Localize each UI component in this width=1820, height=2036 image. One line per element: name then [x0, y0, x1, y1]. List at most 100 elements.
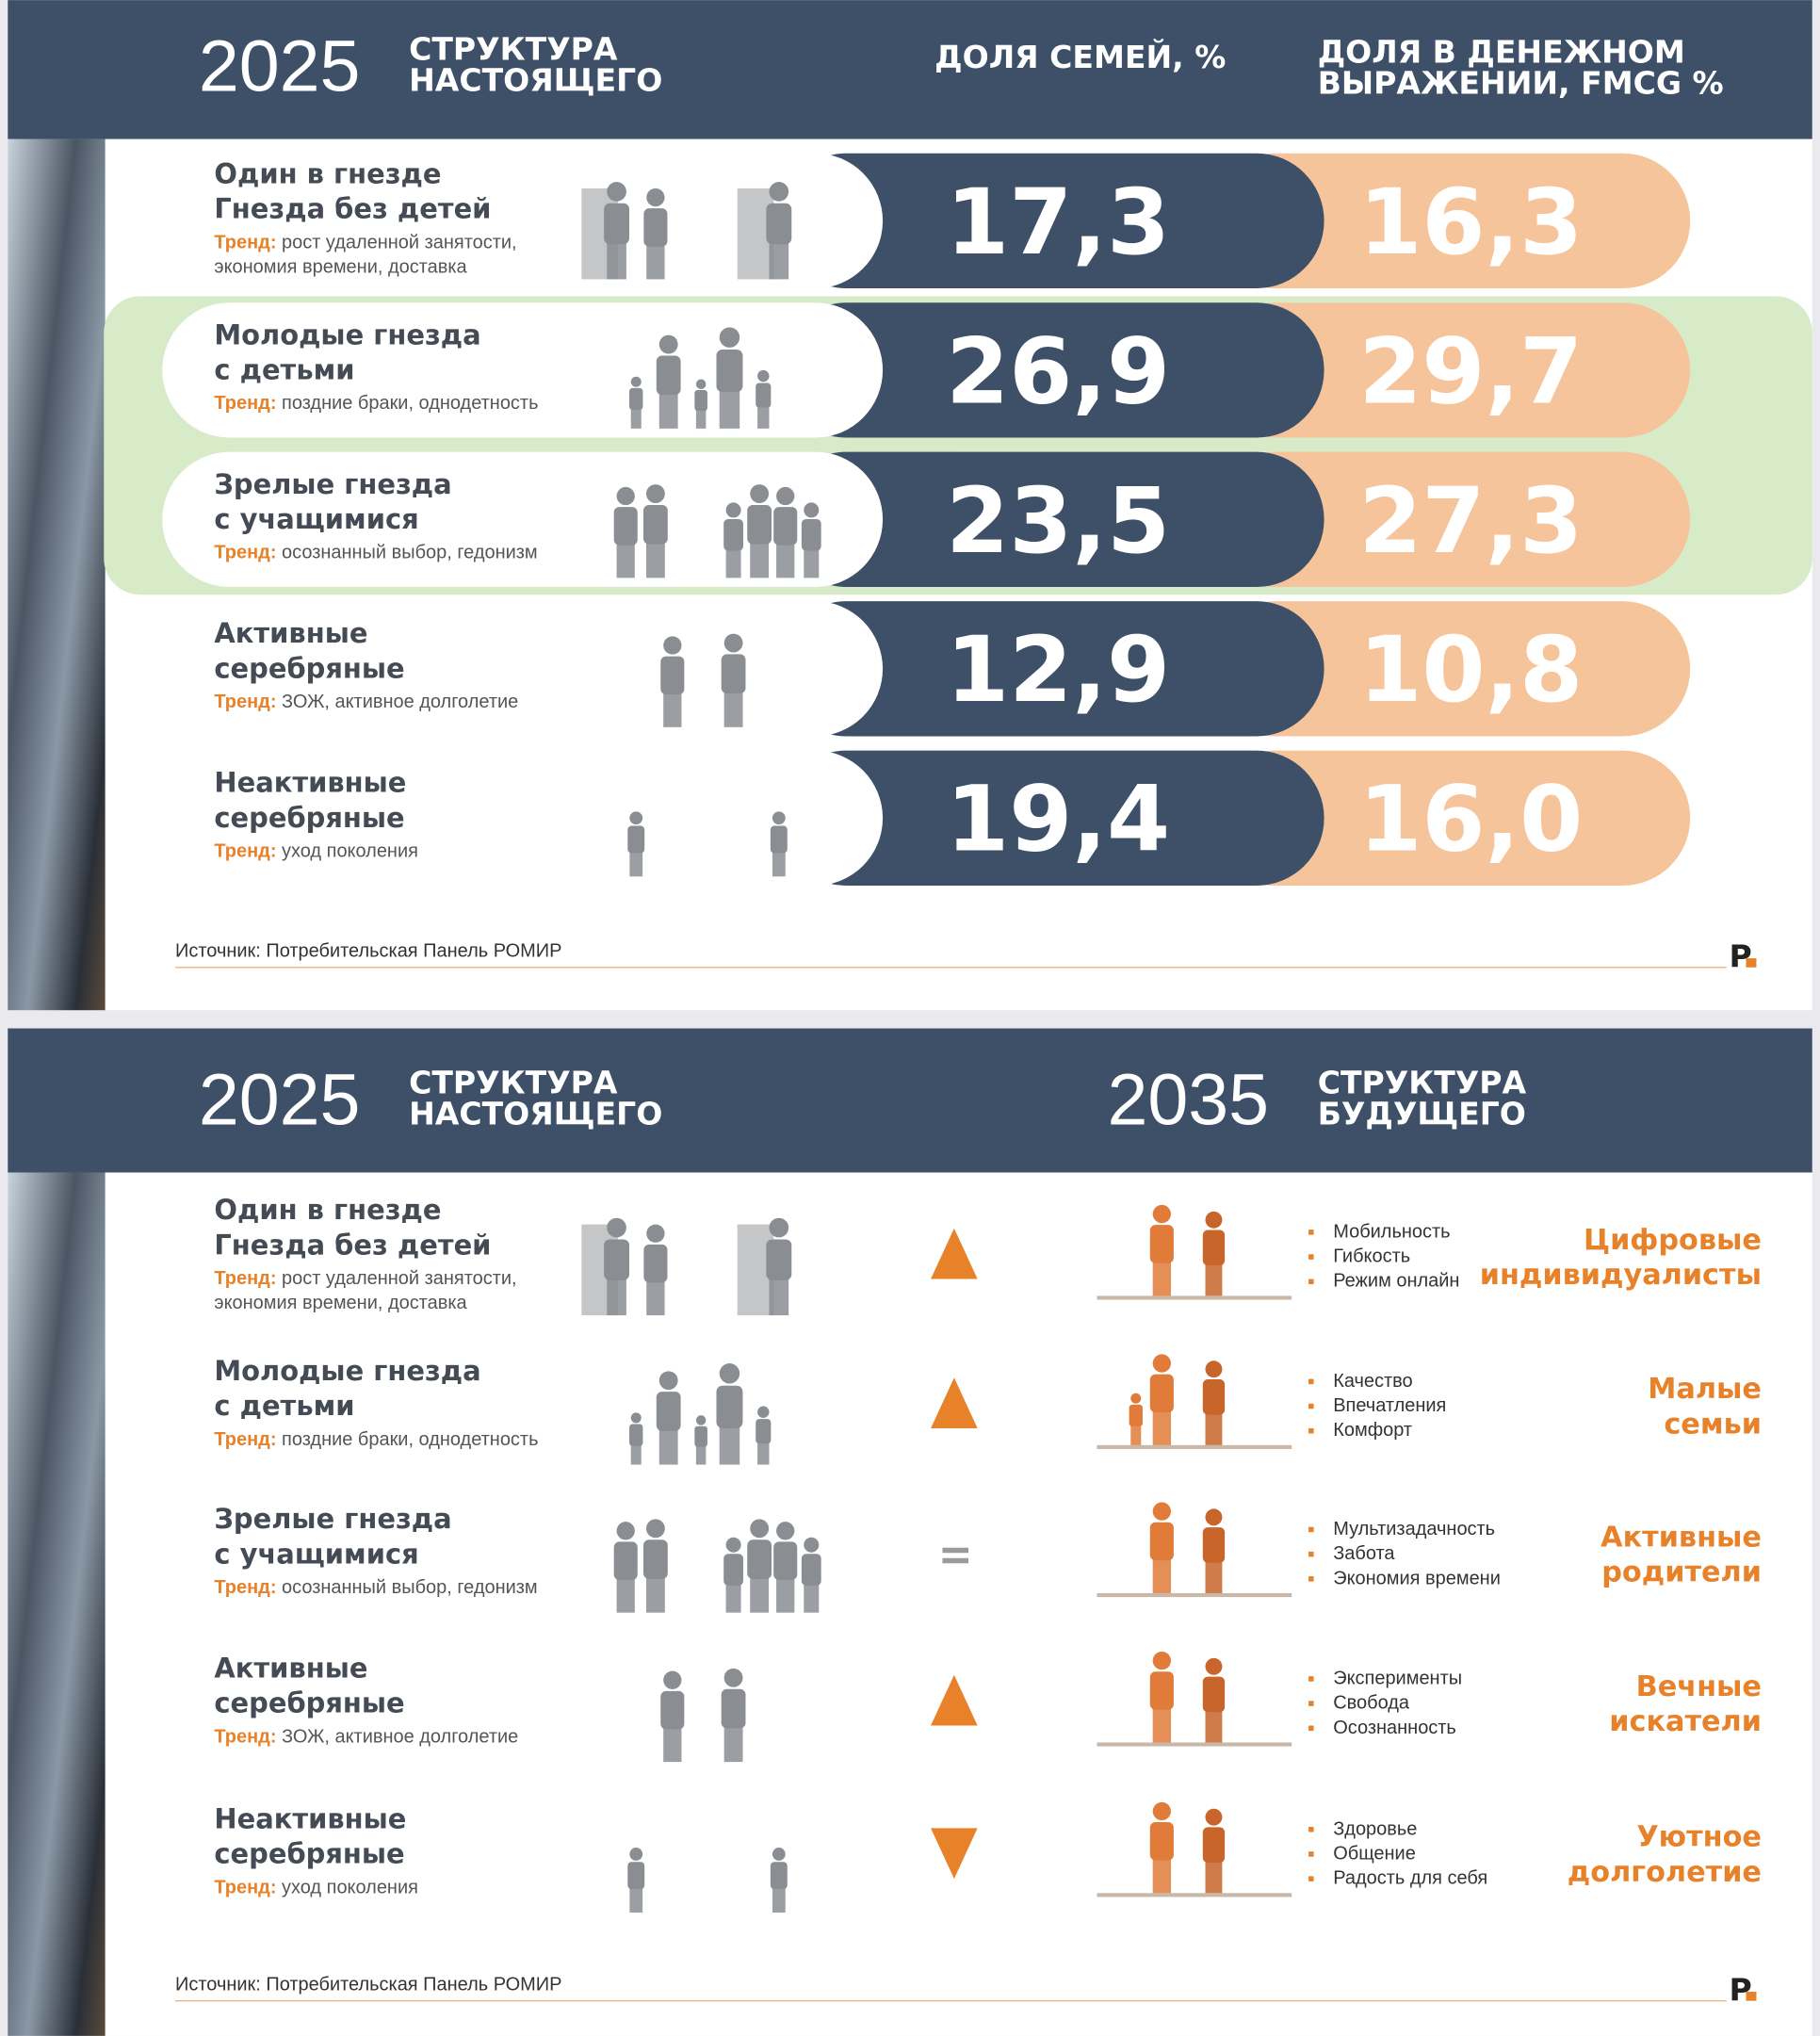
- trend-label: Тренд:: [214, 692, 276, 712]
- figure-legs: [750, 540, 770, 578]
- figure-legs: [695, 1444, 707, 1465]
- bullet-dot: [1308, 1725, 1314, 1732]
- figure-body: [1149, 1822, 1174, 1861]
- figure-legs: [750, 1574, 770, 1613]
- segment-trend: Тренд: уход поколения: [214, 1877, 418, 1898]
- logo: P: [1730, 938, 1752, 975]
- future-segment: Уютное: [1636, 1821, 1762, 1854]
- trend-text: поздние браки, однодетность: [282, 393, 538, 414]
- families-share: 12,9: [946, 616, 1170, 723]
- money-pill: [1207, 153, 1691, 289]
- future-segment: искатели: [1609, 1705, 1762, 1738]
- figure-head: [772, 1848, 786, 1861]
- feature: Экономия времени: [1333, 1568, 1501, 1588]
- figure-icon: [756, 1406, 772, 1465]
- segment-name: Гнезда без детей: [214, 193, 491, 225]
- figure-body: [643, 208, 668, 247]
- figure-body: [1149, 1225, 1174, 1263]
- logo-accent: [1746, 958, 1757, 968]
- segment-trend: экономия времени, доставка: [214, 257, 467, 278]
- figure-head: [645, 484, 665, 503]
- bullet-dot: [1308, 1230, 1314, 1235]
- trend-text: ЗОЖ, активное долголетие: [282, 692, 518, 712]
- segment-name: серебряные: [214, 1687, 404, 1719]
- figure-head: [630, 1412, 642, 1424]
- figure-legs: [725, 1582, 741, 1613]
- column-header: ДОЛЯ В ДЕНЕЖНОМ: [1318, 33, 1685, 70]
- figure-head: [695, 1415, 707, 1425]
- figure-body: [656, 355, 681, 396]
- feature: Мультизадачность: [1333, 1519, 1495, 1539]
- segment-trend: Тренд: осознанный выбор, гедонизм: [214, 543, 537, 563]
- logo: P: [1730, 1972, 1752, 2009]
- figure-legs: [646, 1279, 665, 1316]
- figure-legs: [629, 1886, 643, 1913]
- figure-head: [719, 1363, 740, 1384]
- families-pill: [778, 601, 1324, 737]
- figure-body: [723, 1554, 743, 1586]
- figure-icon: [716, 327, 743, 429]
- figure-head: [1205, 1657, 1223, 1675]
- figure-body: [773, 1541, 798, 1580]
- figure-body: [1202, 1527, 1226, 1563]
- bullet-dot: [1308, 1676, 1314, 1682]
- figure-body: [756, 383, 772, 408]
- header-title: СТРУКТУРА: [409, 1064, 618, 1100]
- figure-legs: [1205, 1262, 1223, 1296]
- figure-head: [719, 327, 740, 348]
- figure-legs: [757, 1441, 770, 1465]
- bullet-dot: [1308, 1551, 1314, 1557]
- feature: Эксперименты: [1333, 1668, 1462, 1688]
- figure-icon: [643, 1224, 668, 1316]
- figure-icon: [1202, 1657, 1226, 1743]
- figure-body: [770, 825, 788, 854]
- families-pill: [778, 302, 1324, 438]
- figure-head: [658, 334, 678, 354]
- figure-body: [643, 1244, 668, 1283]
- families-share: 19,4: [946, 766, 1170, 872]
- bullet-dot: [1308, 1576, 1314, 1582]
- figure-head: [769, 182, 789, 202]
- figure-body: [604, 203, 630, 245]
- figure-body: [627, 825, 645, 854]
- column-header: ВЫРАЖЕНИИ, FMCG %: [1318, 64, 1724, 101]
- trend-arrow: [931, 1377, 978, 1428]
- segment-trend: Тренд: рост удаленной занятости,: [214, 232, 516, 252]
- figure-icon: [766, 1217, 792, 1316]
- figure-body: [756, 1419, 772, 1444]
- segment-name: Гнезда без детей: [214, 1229, 491, 1261]
- segment-trend: Тренд: рост удаленной занятости,: [214, 1268, 516, 1289]
- header-year: 2025: [199, 26, 361, 107]
- figure-icon: [694, 379, 707, 429]
- figure-body: [656, 1392, 681, 1431]
- figure-icon: [773, 486, 798, 578]
- money-share: 29,7: [1358, 318, 1583, 424]
- figure-legs: [725, 547, 741, 578]
- figure-legs: [719, 1424, 740, 1465]
- segment-trend: Тренд: поздние браки, однодетность: [214, 393, 538, 414]
- figure-body: [660, 656, 685, 695]
- figure-legs: [658, 391, 678, 429]
- trend-label: Тренд:: [214, 1877, 276, 1898]
- figure-legs: [630, 407, 642, 429]
- figure-body: [766, 203, 792, 245]
- figure-icon: [643, 484, 668, 578]
- trend-arrow: [931, 1674, 978, 1726]
- money-pill: [1207, 601, 1691, 737]
- figure-legs: [719, 387, 740, 429]
- decor-strip: [8, 1172, 106, 2036]
- segment-pill: [162, 750, 884, 886]
- figure-head: [646, 187, 665, 207]
- figure-icon: [1202, 1360, 1226, 1445]
- figure-body: [801, 519, 821, 551]
- trend-text: рост удаленной занятости,: [282, 1268, 517, 1289]
- bullet-dot: [1308, 1254, 1314, 1260]
- figure-icon: [721, 633, 746, 727]
- figure-head: [1205, 1211, 1223, 1229]
- bullet-dot: [1308, 1378, 1314, 1385]
- figure-body: [747, 504, 772, 545]
- feature: Радость для себя: [1333, 1868, 1487, 1889]
- segment-name: с детьми: [214, 354, 354, 386]
- families-share: 17,3: [946, 169, 1170, 275]
- figure-icon: [629, 1412, 643, 1465]
